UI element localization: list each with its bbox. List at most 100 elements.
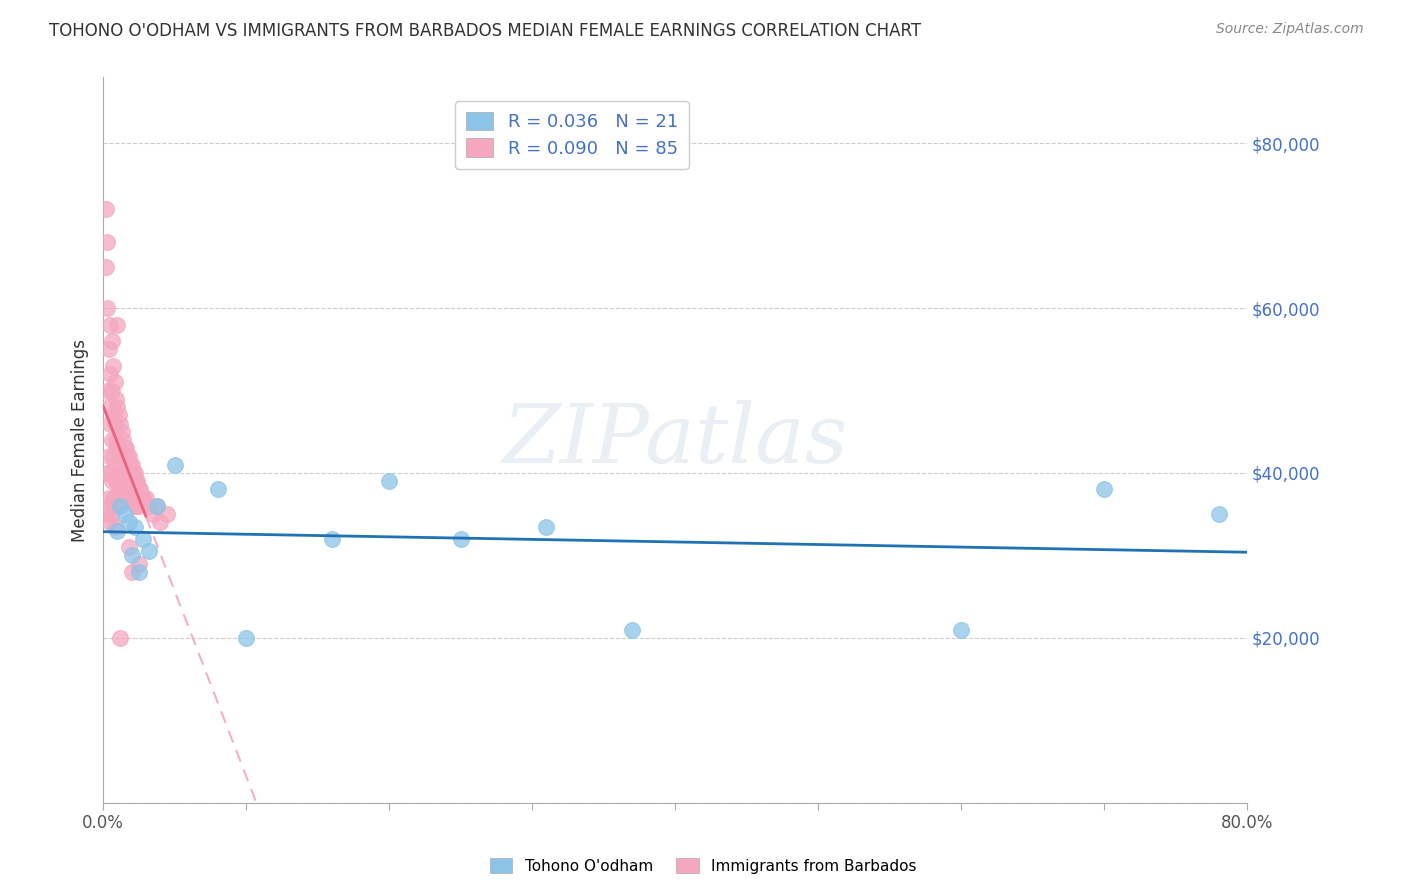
Point bbox=[125, 474, 148, 488]
Text: Source: ZipAtlas.com: Source: ZipAtlas.com bbox=[1216, 22, 1364, 37]
Point bbox=[105, 474, 128, 488]
Point bbox=[101, 359, 124, 373]
Point bbox=[98, 318, 121, 332]
Point bbox=[112, 466, 135, 480]
Point bbox=[128, 499, 150, 513]
Point bbox=[108, 409, 131, 423]
Point bbox=[122, 466, 145, 480]
Point bbox=[103, 417, 125, 431]
Point bbox=[122, 491, 145, 505]
Point bbox=[110, 483, 132, 497]
Point bbox=[621, 623, 644, 637]
Point bbox=[128, 565, 150, 579]
Point bbox=[128, 483, 150, 497]
Point bbox=[120, 458, 142, 472]
Point bbox=[118, 483, 141, 497]
Point bbox=[105, 433, 128, 447]
Point bbox=[121, 458, 143, 472]
Point bbox=[107, 442, 129, 456]
Point bbox=[100, 433, 122, 447]
Point bbox=[111, 425, 134, 439]
Point bbox=[156, 507, 179, 521]
Point bbox=[132, 532, 155, 546]
Point bbox=[96, 466, 118, 480]
Text: TOHONO O'ODHAM VS IMMIGRANTS FROM BARBADOS MEDIAN FEMALE EARNINGS CORRELATION CH: TOHONO O'ODHAM VS IMMIGRANTS FROM BARBAD… bbox=[49, 22, 921, 40]
Point bbox=[105, 392, 128, 406]
Text: ZIPatlas: ZIPatlas bbox=[502, 400, 848, 480]
Point bbox=[124, 519, 146, 533]
Point bbox=[97, 343, 120, 357]
Point bbox=[950, 623, 973, 637]
Point bbox=[163, 458, 186, 472]
Point bbox=[138, 499, 160, 513]
Point bbox=[321, 532, 343, 546]
Point bbox=[114, 491, 136, 505]
Point bbox=[118, 516, 141, 530]
Point bbox=[97, 491, 120, 505]
Point bbox=[135, 491, 157, 505]
Point bbox=[98, 516, 121, 530]
Point bbox=[100, 384, 122, 398]
Point bbox=[98, 367, 121, 381]
Point bbox=[121, 549, 143, 563]
Point bbox=[235, 631, 257, 645]
Legend: Tohono O'odham, Immigrants from Barbados: Tohono O'odham, Immigrants from Barbados bbox=[484, 852, 922, 880]
Point bbox=[378, 474, 401, 488]
Point bbox=[101, 450, 124, 464]
Point bbox=[97, 450, 120, 464]
Point bbox=[120, 483, 142, 497]
Point bbox=[107, 318, 129, 332]
Point bbox=[138, 544, 160, 558]
Point bbox=[112, 433, 135, 447]
Point bbox=[128, 557, 150, 571]
Point bbox=[100, 507, 122, 521]
Point bbox=[1092, 483, 1115, 497]
Point bbox=[94, 507, 117, 521]
Point bbox=[96, 235, 118, 250]
Point bbox=[114, 466, 136, 480]
Point bbox=[110, 450, 132, 464]
Point bbox=[101, 409, 124, 423]
Point bbox=[98, 499, 121, 513]
Point bbox=[146, 499, 169, 513]
Point bbox=[98, 466, 121, 480]
Point bbox=[149, 516, 172, 530]
Point bbox=[103, 458, 125, 472]
Point bbox=[121, 565, 143, 579]
Point bbox=[103, 519, 125, 533]
Point bbox=[111, 483, 134, 497]
Point bbox=[124, 499, 146, 513]
Point bbox=[96, 384, 118, 398]
Point bbox=[108, 483, 131, 497]
Legend: R = 0.036   N = 21, R = 0.090   N = 85: R = 0.036 N = 21, R = 0.090 N = 85 bbox=[456, 101, 689, 169]
Point bbox=[100, 334, 122, 348]
Point bbox=[118, 540, 141, 554]
Point bbox=[107, 524, 129, 538]
Point bbox=[103, 491, 125, 505]
Point bbox=[103, 376, 125, 390]
Point bbox=[111, 458, 134, 472]
Point bbox=[110, 417, 132, 431]
Point bbox=[100, 474, 122, 488]
Point bbox=[131, 491, 153, 505]
Point bbox=[96, 301, 118, 315]
Point bbox=[125, 499, 148, 513]
Point bbox=[142, 507, 165, 521]
Point bbox=[107, 400, 129, 414]
Y-axis label: Median Female Earnings: Median Female Earnings bbox=[72, 339, 89, 541]
Point bbox=[115, 442, 138, 456]
Point bbox=[117, 474, 139, 488]
Point bbox=[117, 450, 139, 464]
Point bbox=[146, 499, 169, 513]
Point bbox=[114, 442, 136, 456]
Point bbox=[110, 499, 132, 513]
Point bbox=[124, 466, 146, 480]
Point bbox=[107, 499, 129, 513]
Point bbox=[536, 519, 558, 533]
Point bbox=[450, 532, 472, 546]
Point bbox=[115, 474, 138, 488]
Point bbox=[97, 400, 120, 414]
Point bbox=[1208, 507, 1230, 521]
Point bbox=[121, 491, 143, 505]
Point bbox=[118, 450, 141, 464]
